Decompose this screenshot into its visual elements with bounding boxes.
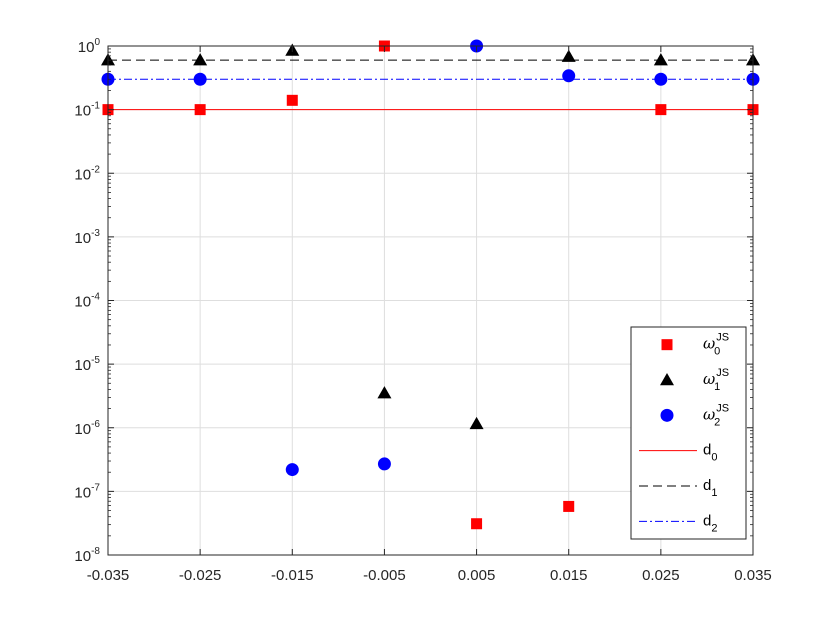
legend-box xyxy=(630,326,747,540)
y-tick-label: 10-7 xyxy=(74,482,100,501)
legend-swatch-w0 xyxy=(661,339,673,351)
data-point-w2 xyxy=(654,72,668,86)
legend-swatch-w2 xyxy=(660,408,674,422)
legend: ωJS 0 ωJS 1 ωJS 2 d0 d1 d2 xyxy=(630,326,747,540)
y-tick-label: 10-2 xyxy=(74,164,100,183)
y-tick-label: 10-3 xyxy=(74,228,100,247)
data-point-w2 xyxy=(285,463,299,477)
legend-label-w2: ωJS 2 xyxy=(703,402,729,428)
data-point-w0 xyxy=(471,518,483,530)
data-point-w0 xyxy=(563,500,575,512)
y-tick-label: 100 xyxy=(78,37,101,56)
x-tick-label: -0.025 xyxy=(179,567,222,584)
legend-label-w1: ωJS 1 xyxy=(703,367,729,393)
x-tick-label: -0.015 xyxy=(271,567,314,584)
data-point-w0 xyxy=(194,104,206,116)
y-tick-label: 10-1 xyxy=(74,101,100,120)
x-tick-label: -0.035 xyxy=(87,567,130,584)
y-tick-label: 10-8 xyxy=(74,546,100,565)
data-point-w0 xyxy=(286,94,298,106)
x-tick-label: 0.015 xyxy=(550,567,588,584)
y-tick-label: 10-4 xyxy=(74,292,100,311)
legend-label-d0: d0 xyxy=(703,442,717,464)
legend-label-w0: ωJS 0 xyxy=(703,332,729,358)
data-point-w1 xyxy=(561,49,576,62)
data-point-w1 xyxy=(377,386,392,399)
reference-lines xyxy=(108,59,753,111)
legend-label-d2: d2 xyxy=(703,512,717,534)
x-tick-label: 0.005 xyxy=(458,567,496,584)
x-tick-label: -0.005 xyxy=(363,567,406,584)
data-point-w1 xyxy=(469,416,484,430)
y-tick-label: 10-6 xyxy=(74,419,100,438)
data-point-w1 xyxy=(653,53,668,66)
x-tick-label: 0.025 xyxy=(642,567,680,584)
data-point-w2 xyxy=(377,457,391,471)
data-point-w0 xyxy=(655,104,667,116)
x-tick-label: 0.035 xyxy=(734,567,772,584)
data-point-w2 xyxy=(193,72,207,86)
data-point-w1 xyxy=(193,53,208,66)
y-tick-label: 10-5 xyxy=(74,355,100,374)
legend-swatch-w1 xyxy=(660,373,674,386)
legend-label-d1: d1 xyxy=(703,477,717,499)
axis-ticks: -0.035 -0.025 -0.015 -0.005 0.005 0.015 0.025 0… xyxy=(74,37,771,584)
data-point-w2 xyxy=(562,69,576,83)
